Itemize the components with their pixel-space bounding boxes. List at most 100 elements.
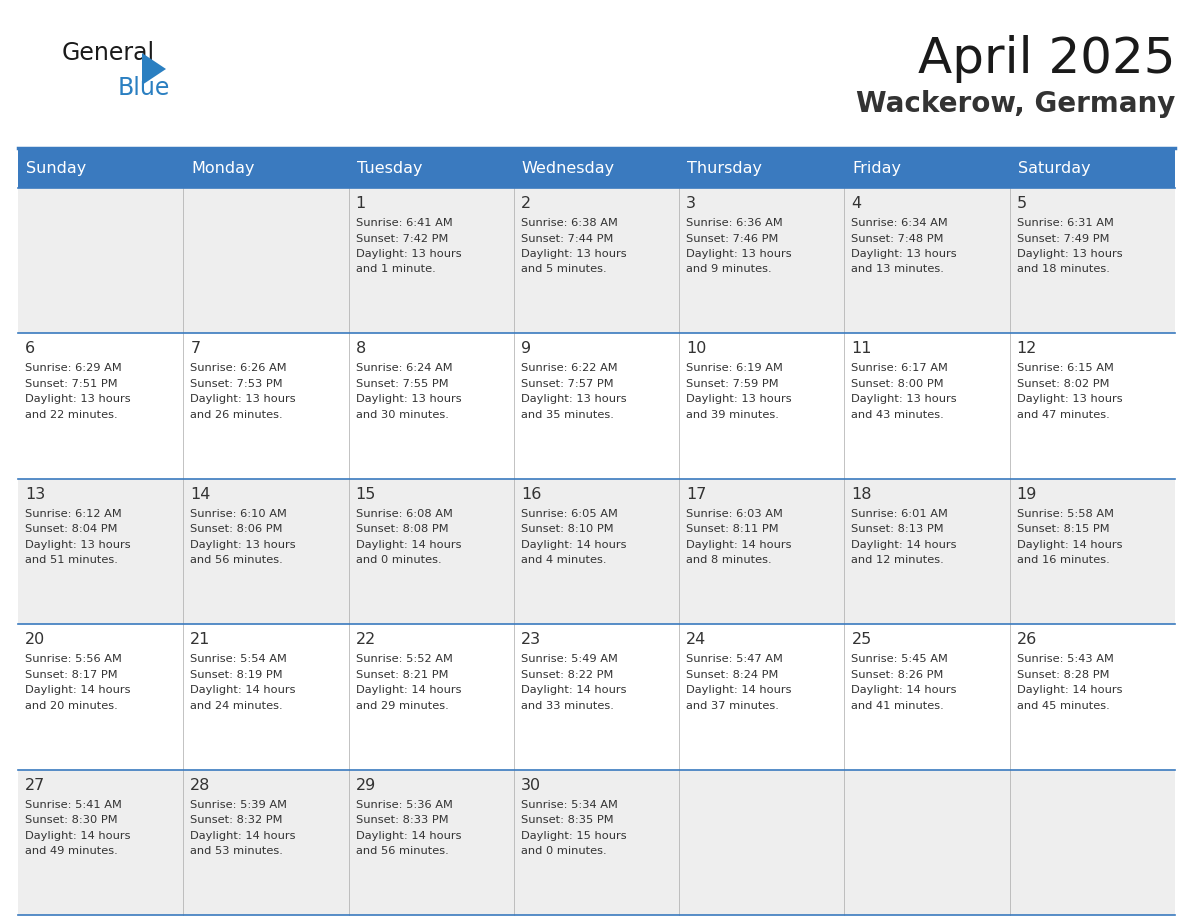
Text: 14: 14 <box>190 487 210 502</box>
Text: Daylight: 14 hours: Daylight: 14 hours <box>852 685 956 695</box>
Text: Sunset: 8:11 PM: Sunset: 8:11 PM <box>687 524 779 534</box>
Text: Sunrise: 6:10 AM: Sunrise: 6:10 AM <box>190 509 287 519</box>
Text: Sunset: 7:59 PM: Sunset: 7:59 PM <box>687 379 779 389</box>
Text: Sunrise: 5:45 AM: Sunrise: 5:45 AM <box>852 655 948 665</box>
Text: Daylight: 13 hours: Daylight: 13 hours <box>687 395 791 405</box>
Text: Daylight: 14 hours: Daylight: 14 hours <box>687 540 791 550</box>
Text: Daylight: 14 hours: Daylight: 14 hours <box>1017 540 1123 550</box>
Text: and 0 minutes.: and 0 minutes. <box>355 555 441 565</box>
Text: Sunset: 8:17 PM: Sunset: 8:17 PM <box>25 670 118 679</box>
Text: and 43 minutes.: and 43 minutes. <box>852 410 944 420</box>
Text: Sunrise: 6:31 AM: Sunrise: 6:31 AM <box>1017 218 1113 228</box>
Text: Sunset: 8:32 PM: Sunset: 8:32 PM <box>190 815 283 825</box>
Text: Daylight: 13 hours: Daylight: 13 hours <box>355 395 461 405</box>
Text: and 45 minutes.: and 45 minutes. <box>1017 700 1110 711</box>
Text: Daylight: 14 hours: Daylight: 14 hours <box>25 685 131 695</box>
Text: 11: 11 <box>852 341 872 356</box>
Text: Daylight: 13 hours: Daylight: 13 hours <box>190 540 296 550</box>
Text: 22: 22 <box>355 633 375 647</box>
Text: and 39 minutes.: and 39 minutes. <box>687 410 779 420</box>
Text: and 35 minutes.: and 35 minutes. <box>520 410 614 420</box>
Text: Daylight: 13 hours: Daylight: 13 hours <box>852 395 958 405</box>
Text: Sunrise: 5:43 AM: Sunrise: 5:43 AM <box>1017 655 1113 665</box>
Text: and 0 minutes.: and 0 minutes. <box>520 846 607 856</box>
Text: 29: 29 <box>355 778 375 792</box>
Text: Sunrise: 6:38 AM: Sunrise: 6:38 AM <box>520 218 618 228</box>
Text: Daylight: 13 hours: Daylight: 13 hours <box>687 249 791 259</box>
Text: Sunrise: 6:17 AM: Sunrise: 6:17 AM <box>852 364 948 374</box>
Text: and 18 minutes.: and 18 minutes. <box>1017 264 1110 274</box>
Text: Monday: Monday <box>191 162 254 176</box>
Text: and 9 minutes.: and 9 minutes. <box>687 264 772 274</box>
Text: Daylight: 13 hours: Daylight: 13 hours <box>1017 395 1123 405</box>
Text: Sunrise: 5:54 AM: Sunrise: 5:54 AM <box>190 655 287 665</box>
Text: Sunset: 8:26 PM: Sunset: 8:26 PM <box>852 670 943 679</box>
Text: 8: 8 <box>355 341 366 356</box>
Bar <box>18 479 1175 624</box>
Text: 4: 4 <box>852 196 861 211</box>
Text: and 56 minutes.: and 56 minutes. <box>190 555 283 565</box>
Text: 2: 2 <box>520 196 531 211</box>
Text: Sunset: 8:15 PM: Sunset: 8:15 PM <box>1017 524 1110 534</box>
Text: and 5 minutes.: and 5 minutes. <box>520 264 607 274</box>
Text: Daylight: 13 hours: Daylight: 13 hours <box>355 249 461 259</box>
Text: Sunset: 7:57 PM: Sunset: 7:57 PM <box>520 379 613 389</box>
Text: Sunset: 7:53 PM: Sunset: 7:53 PM <box>190 379 283 389</box>
Text: Sunset: 8:13 PM: Sunset: 8:13 PM <box>852 524 944 534</box>
Text: Sunset: 7:49 PM: Sunset: 7:49 PM <box>1017 233 1110 243</box>
Text: 25: 25 <box>852 633 872 647</box>
Text: General: General <box>62 41 156 65</box>
Text: 30: 30 <box>520 778 541 792</box>
Text: Sunset: 7:51 PM: Sunset: 7:51 PM <box>25 379 118 389</box>
Text: 10: 10 <box>687 341 707 356</box>
Text: Sunrise: 6:12 AM: Sunrise: 6:12 AM <box>25 509 121 519</box>
Text: Daylight: 13 hours: Daylight: 13 hours <box>852 249 958 259</box>
Text: Sunset: 8:04 PM: Sunset: 8:04 PM <box>25 524 118 534</box>
Text: and 22 minutes.: and 22 minutes. <box>25 410 118 420</box>
Text: Sunrise: 5:56 AM: Sunrise: 5:56 AM <box>25 655 122 665</box>
Text: Sunset: 8:35 PM: Sunset: 8:35 PM <box>520 815 613 825</box>
Text: and 12 minutes.: and 12 minutes. <box>852 555 944 565</box>
Text: 26: 26 <box>1017 633 1037 647</box>
Text: Sunrise: 5:34 AM: Sunrise: 5:34 AM <box>520 800 618 810</box>
Text: 28: 28 <box>190 778 210 792</box>
Text: 17: 17 <box>687 487 707 502</box>
Text: 27: 27 <box>25 778 45 792</box>
Text: 23: 23 <box>520 633 541 647</box>
Text: 9: 9 <box>520 341 531 356</box>
Polygon shape <box>143 53 166 85</box>
Bar <box>18 333 1175 479</box>
Text: Saturday: Saturday <box>1018 162 1091 176</box>
Text: Daylight: 14 hours: Daylight: 14 hours <box>687 685 791 695</box>
Text: Daylight: 14 hours: Daylight: 14 hours <box>520 685 626 695</box>
Text: Sunrise: 5:58 AM: Sunrise: 5:58 AM <box>1017 509 1113 519</box>
Text: and 1 minute.: and 1 minute. <box>355 264 435 274</box>
Text: Sunrise: 6:34 AM: Sunrise: 6:34 AM <box>852 218 948 228</box>
Text: Sunrise: 6:19 AM: Sunrise: 6:19 AM <box>687 364 783 374</box>
Text: and 29 minutes.: and 29 minutes. <box>355 700 448 711</box>
Text: Sunset: 8:08 PM: Sunset: 8:08 PM <box>355 524 448 534</box>
Text: Sunrise: 5:49 AM: Sunrise: 5:49 AM <box>520 655 618 665</box>
Text: and 13 minutes.: and 13 minutes. <box>852 264 944 274</box>
Text: 24: 24 <box>687 633 707 647</box>
Text: Blue: Blue <box>118 76 170 100</box>
Text: Sunrise: 5:47 AM: Sunrise: 5:47 AM <box>687 655 783 665</box>
Text: 12: 12 <box>1017 341 1037 356</box>
Text: Sunrise: 6:05 AM: Sunrise: 6:05 AM <box>520 509 618 519</box>
Bar <box>18 188 1175 333</box>
Text: Sunrise: 6:41 AM: Sunrise: 6:41 AM <box>355 218 453 228</box>
Text: and 8 minutes.: and 8 minutes. <box>687 555 772 565</box>
Text: Sunrise: 6:24 AM: Sunrise: 6:24 AM <box>355 364 453 374</box>
Text: and 4 minutes.: and 4 minutes. <box>520 555 606 565</box>
Text: Sunset: 7:42 PM: Sunset: 7:42 PM <box>355 233 448 243</box>
Text: 18: 18 <box>852 487 872 502</box>
Text: Sunrise: 6:03 AM: Sunrise: 6:03 AM <box>687 509 783 519</box>
Text: 19: 19 <box>1017 487 1037 502</box>
Text: Daylight: 14 hours: Daylight: 14 hours <box>1017 685 1123 695</box>
Text: Sunrise: 5:39 AM: Sunrise: 5:39 AM <box>190 800 287 810</box>
Text: Sunset: 8:10 PM: Sunset: 8:10 PM <box>520 524 613 534</box>
Text: 15: 15 <box>355 487 375 502</box>
Text: Sunrise: 6:36 AM: Sunrise: 6:36 AM <box>687 218 783 228</box>
Text: Daylight: 14 hours: Daylight: 14 hours <box>355 540 461 550</box>
Text: Sunset: 8:21 PM: Sunset: 8:21 PM <box>355 670 448 679</box>
